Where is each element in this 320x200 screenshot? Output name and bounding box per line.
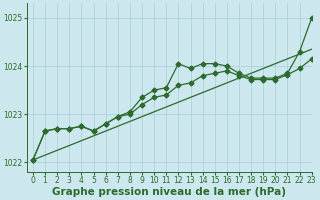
X-axis label: Graphe pression niveau de la mer (hPa): Graphe pression niveau de la mer (hPa) xyxy=(52,187,286,197)
